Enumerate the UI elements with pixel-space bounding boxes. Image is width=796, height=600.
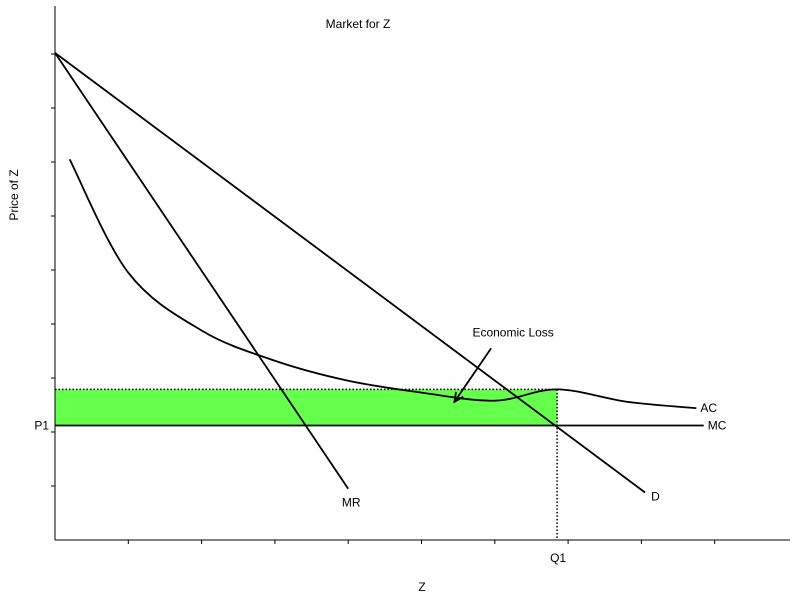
y-axis-label: Price of Z (7, 169, 21, 220)
x-axis-label: Z (418, 580, 425, 594)
annotation-label: Economic Loss (472, 325, 553, 339)
curve-mr (54, 52, 349, 490)
curve-ac (68, 158, 697, 410)
curve-label-mc: MC (708, 419, 727, 433)
annotation-arrow-head (453, 391, 464, 404)
y-tick-label-p1: P1 (34, 419, 49, 433)
curve-label-mr: MR (342, 496, 361, 510)
x-tick-label-q1: Q1 (550, 551, 566, 565)
economic-loss-region (55, 389, 558, 426)
chart-title: Market for Z (326, 17, 391, 31)
curve-d (54, 52, 646, 494)
curve-label-d: D (651, 489, 660, 503)
annotation-arrow-shaft (453, 347, 492, 403)
plot-area: D MR AC MC P1 Q1 Economic Loss (34, 6, 790, 565)
curve-label-ac: AC (700, 401, 717, 415)
